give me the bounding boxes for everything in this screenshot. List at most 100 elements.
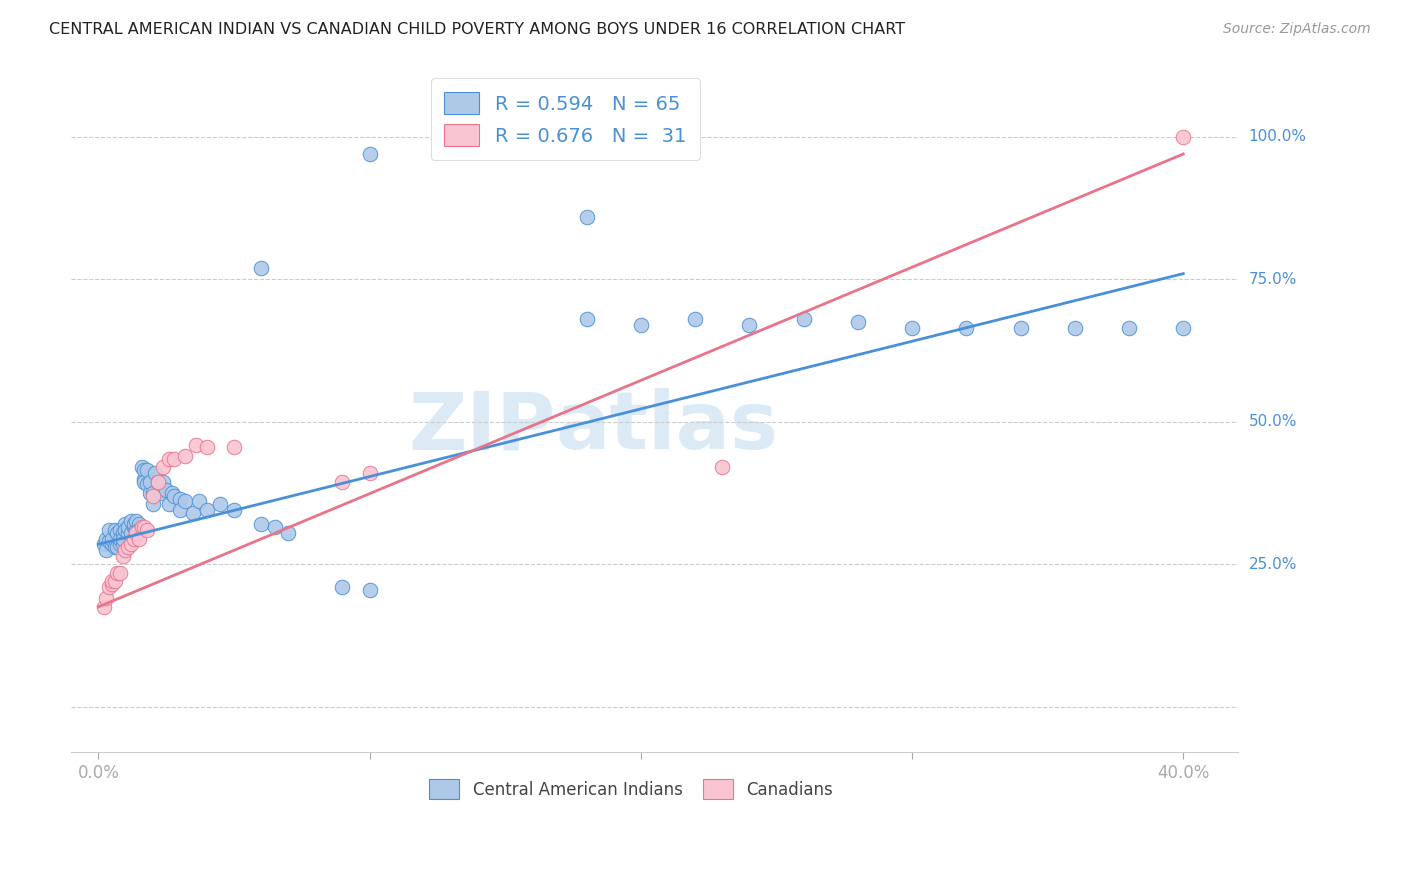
Point [96, 532, 118, 546]
Point [711, 460, 734, 475]
Point [104, 574, 127, 589]
Point [157, 497, 180, 511]
Point [846, 315, 869, 329]
Point [142, 486, 165, 500]
Point [157, 451, 180, 466]
Point [125, 515, 148, 529]
Point [111, 549, 134, 563]
Point [181, 506, 204, 520]
Point [98, 523, 121, 537]
Point [738, 318, 761, 332]
Point [108, 537, 131, 551]
Point [169, 503, 191, 517]
Point [575, 312, 598, 326]
Point [120, 515, 142, 529]
Text: 100.0%: 100.0% [1249, 129, 1306, 145]
Text: atlas: atlas [555, 388, 779, 467]
Point [152, 475, 174, 489]
Point [96, 542, 118, 557]
Text: 25.0%: 25.0% [1249, 557, 1296, 572]
Point [1173, 129, 1195, 144]
Point [114, 517, 136, 532]
Legend: Central American Indians, Canadians: Central American Indians, Canadians [423, 772, 839, 805]
Point [105, 566, 128, 580]
Point [152, 460, 174, 475]
Point [174, 494, 197, 508]
Point [142, 489, 165, 503]
Point [101, 577, 124, 591]
Point [128, 523, 150, 537]
Point [128, 517, 150, 532]
Point [187, 494, 209, 508]
Point [222, 441, 245, 455]
Point [149, 486, 172, 500]
Point [263, 520, 285, 534]
Point [250, 260, 273, 275]
Point [174, 449, 197, 463]
Point [630, 318, 652, 332]
Point [131, 460, 153, 475]
Point [1010, 320, 1032, 334]
Point [120, 525, 142, 540]
Point [108, 532, 131, 546]
Point [136, 523, 159, 537]
Text: Source: ZipAtlas.com: Source: ZipAtlas.com [1223, 22, 1371, 37]
Point [359, 147, 381, 161]
Point [114, 542, 136, 557]
Point [122, 520, 145, 534]
Point [332, 475, 354, 489]
Point [125, 525, 148, 540]
Point [1173, 320, 1195, 334]
Text: ZIP: ZIP [408, 388, 555, 467]
Point [209, 497, 232, 511]
Point [93, 599, 115, 614]
Text: CENTRAL AMERICAN INDIAN VS CANADIAN CHILD POVERTY AMONG BOYS UNDER 16 CORRELATIO: CENTRAL AMERICAN INDIAN VS CANADIAN CHIL… [49, 22, 905, 37]
Point [105, 525, 128, 540]
Point [134, 472, 156, 486]
Point [101, 574, 124, 589]
Point [108, 523, 131, 537]
Point [131, 520, 153, 534]
Point [122, 517, 145, 532]
Point [683, 312, 706, 326]
Point [143, 466, 166, 480]
Point [1118, 320, 1140, 334]
Point [222, 503, 245, 517]
Point [104, 523, 127, 537]
Point [163, 489, 186, 503]
Point [169, 491, 191, 506]
Point [120, 537, 142, 551]
Point [114, 523, 136, 537]
Point [139, 486, 162, 500]
Point [195, 441, 218, 455]
Point [98, 534, 121, 549]
Point [277, 525, 299, 540]
Point [117, 525, 139, 540]
Point [134, 463, 156, 477]
Point [955, 320, 977, 334]
Point [111, 525, 134, 540]
Point [128, 532, 150, 546]
Text: 75.0%: 75.0% [1249, 272, 1296, 287]
Point [901, 320, 924, 334]
Point [111, 537, 134, 551]
Text: 50.0%: 50.0% [1249, 414, 1296, 429]
Point [134, 520, 156, 534]
Point [139, 475, 162, 489]
Point [96, 591, 118, 606]
Point [359, 582, 381, 597]
Point [111, 532, 134, 546]
Point [98, 580, 121, 594]
Point [93, 537, 115, 551]
Point [101, 537, 124, 551]
Point [332, 580, 354, 594]
Point [163, 451, 186, 466]
Point [146, 475, 169, 489]
Point [104, 540, 127, 554]
Point [1063, 320, 1085, 334]
Point [136, 477, 159, 491]
Point [184, 437, 207, 451]
Point [105, 540, 128, 554]
Point [250, 517, 273, 532]
Point [575, 210, 598, 224]
